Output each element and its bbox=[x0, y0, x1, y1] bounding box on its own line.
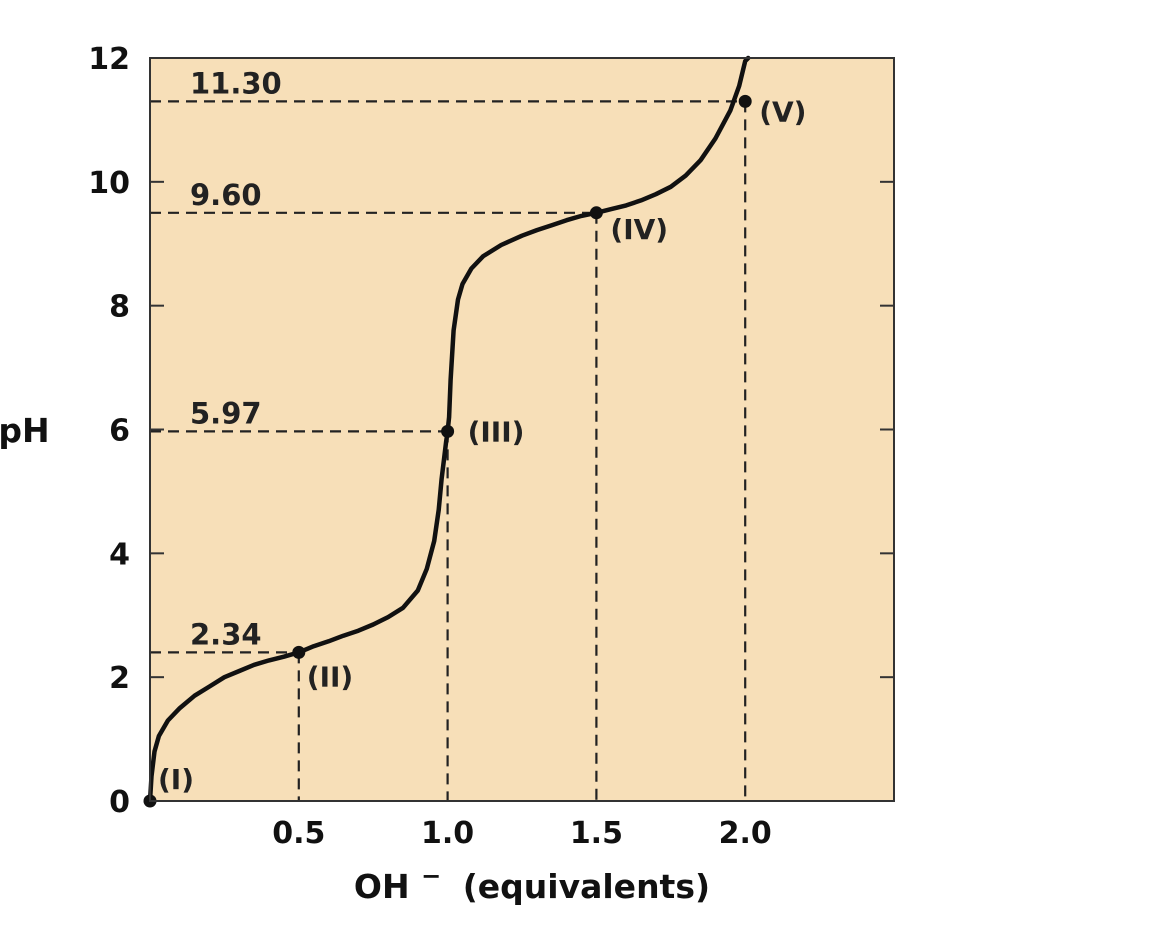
plot-background bbox=[150, 58, 894, 801]
point-marker-2 bbox=[441, 424, 455, 438]
point-label-0: (I) bbox=[158, 763, 194, 796]
y-tick-label-4: 8 bbox=[109, 290, 130, 325]
point-marker-4 bbox=[738, 94, 752, 108]
reference-lines: 11.30 9.60 5.97 2.34 bbox=[150, 66, 747, 801]
x-axis-title-suffix: (equivalents) bbox=[463, 867, 710, 906]
titration-curve bbox=[147, 55, 751, 804]
point-label-1: (II) bbox=[307, 660, 353, 693]
x-axis-title-main: OH bbox=[354, 867, 410, 906]
y-tick-label-2: 4 bbox=[109, 537, 130, 572]
x-tick-label-2: 1.5 bbox=[570, 816, 623, 851]
x-axis-title-superscript: − bbox=[421, 862, 441, 890]
reference-value-label-3: 2.34 bbox=[190, 617, 262, 651]
y-axis-title: pH bbox=[0, 411, 50, 450]
y-tick-label-0: 0 bbox=[109, 785, 130, 820]
point-marker-3 bbox=[589, 206, 603, 220]
x-axis-ticks: 0.5 1.0 1.5 2.0 bbox=[272, 816, 772, 851]
x-tick-label-3: 2.0 bbox=[719, 816, 772, 851]
y-axis-ticks: 0 2 4 6 8 10 12 bbox=[88, 42, 894, 820]
point-label-3: (IV) bbox=[610, 213, 668, 246]
x-tick-label-0: 0.5 bbox=[272, 816, 325, 851]
point-label-2: (III) bbox=[468, 415, 525, 448]
point-label-4: (V) bbox=[759, 95, 806, 128]
y-tick-label-5: 10 bbox=[88, 166, 130, 201]
y-tick-label-6: 12 bbox=[88, 42, 130, 77]
reference-value-label-1: 9.60 bbox=[190, 178, 262, 212]
y-tick-label-3: 6 bbox=[109, 414, 130, 449]
reference-value-label-2: 5.97 bbox=[190, 396, 262, 430]
reference-value-label-0: 11.30 bbox=[190, 66, 282, 100]
key-points: (I) (II) (III) (IV) (V) bbox=[143, 94, 806, 808]
y-tick-label-1: 2 bbox=[109, 661, 130, 696]
x-tick-label-1: 1.0 bbox=[421, 816, 474, 851]
point-marker-1 bbox=[292, 645, 306, 659]
x-axis-title: OH − (equivalents) bbox=[354, 853, 710, 906]
